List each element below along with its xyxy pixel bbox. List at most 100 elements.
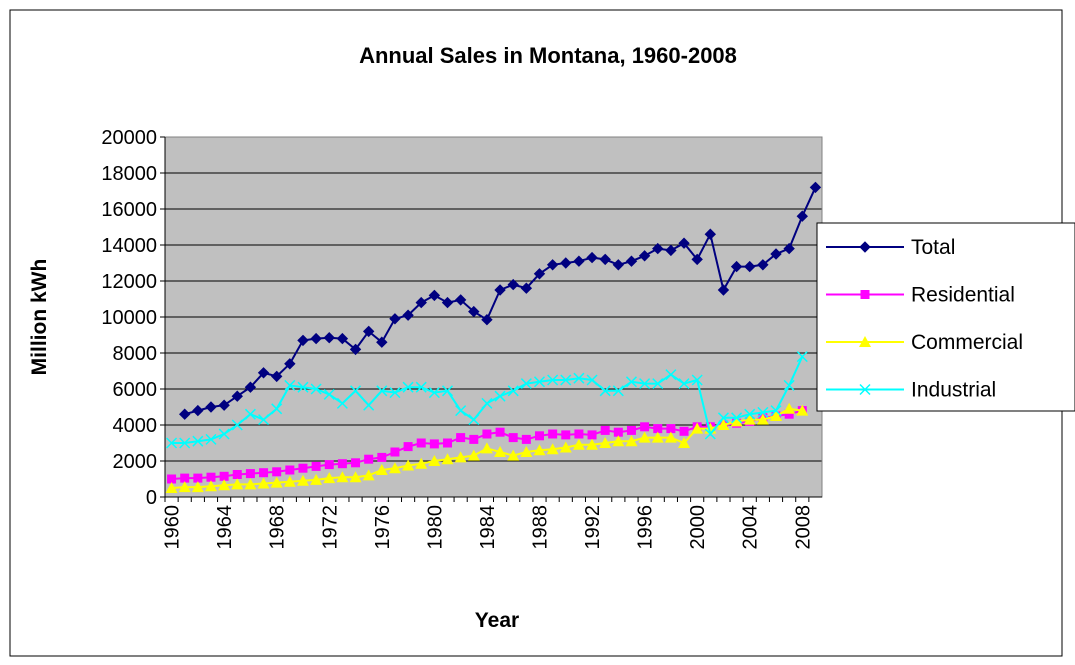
marker bbox=[572, 438, 585, 450]
y-tick-label: 8000 bbox=[113, 343, 158, 365]
marker bbox=[285, 465, 295, 475]
chart-title: Annual Sales in Montana, 1960-2008 bbox=[359, 43, 737, 68]
marker bbox=[389, 313, 401, 325]
marker bbox=[599, 385, 611, 397]
legend-label: Total bbox=[911, 236, 955, 259]
marker bbox=[704, 228, 717, 240]
marker bbox=[218, 428, 230, 440]
marker bbox=[651, 431, 664, 443]
marker bbox=[770, 248, 782, 260]
marker bbox=[665, 369, 677, 381]
marker bbox=[640, 422, 650, 432]
marker bbox=[744, 408, 756, 420]
marker bbox=[612, 435, 625, 447]
marker bbox=[784, 409, 794, 419]
y-tick-label: 10000 bbox=[101, 307, 157, 329]
marker bbox=[205, 401, 217, 413]
marker bbox=[231, 419, 243, 431]
marker bbox=[625, 435, 638, 447]
marker bbox=[783, 402, 796, 414]
y-tick-label: 0 bbox=[146, 487, 157, 509]
marker bbox=[166, 437, 178, 449]
x-tick-label: 1980 bbox=[424, 505, 446, 550]
marker bbox=[533, 268, 546, 280]
marker bbox=[508, 433, 518, 443]
marker bbox=[349, 471, 362, 483]
marker bbox=[231, 478, 244, 490]
x-tick-label: 1988 bbox=[529, 505, 551, 550]
marker bbox=[376, 336, 388, 348]
x-tick-label: 1964 bbox=[214, 505, 236, 550]
marker bbox=[731, 412, 743, 424]
legend-label: Residential bbox=[911, 284, 1015, 307]
marker bbox=[796, 351, 808, 363]
marker bbox=[389, 387, 401, 399]
marker bbox=[638, 431, 651, 443]
marker bbox=[377, 452, 387, 462]
x-tick-label: 1960 bbox=[162, 505, 184, 550]
marker bbox=[717, 419, 730, 430]
marker bbox=[587, 430, 597, 440]
marker bbox=[284, 358, 296, 370]
y-tick-label: 16000 bbox=[101, 199, 157, 221]
marker bbox=[454, 294, 467, 306]
marker bbox=[546, 259, 559, 271]
marker bbox=[546, 443, 559, 455]
marker bbox=[441, 453, 454, 465]
marker bbox=[586, 251, 598, 264]
marker bbox=[193, 473, 203, 483]
marker bbox=[403, 442, 413, 452]
marker bbox=[270, 370, 283, 383]
marker bbox=[364, 454, 374, 464]
marker bbox=[533, 444, 546, 456]
y-tick-label: 2000 bbox=[113, 451, 158, 473]
marker bbox=[743, 413, 756, 425]
x-tick-label: 1968 bbox=[267, 505, 289, 550]
legend-label: Commercial bbox=[911, 331, 1023, 354]
marker bbox=[362, 325, 375, 338]
marker bbox=[691, 253, 703, 266]
marker bbox=[468, 305, 480, 318]
marker bbox=[482, 429, 492, 439]
marker bbox=[521, 434, 531, 444]
marker bbox=[323, 472, 336, 484]
marker bbox=[625, 376, 638, 388]
marker bbox=[783, 379, 795, 391]
marker bbox=[770, 410, 783, 421]
marker bbox=[310, 473, 323, 485]
marker bbox=[560, 374, 572, 386]
marker bbox=[179, 437, 191, 449]
x-tick-label: 1996 bbox=[635, 505, 657, 550]
marker bbox=[678, 378, 690, 390]
marker bbox=[336, 471, 349, 483]
marker bbox=[730, 260, 743, 273]
marker bbox=[599, 437, 612, 448]
x-axis-title: Year bbox=[475, 609, 519, 632]
marker bbox=[573, 372, 585, 384]
marker bbox=[638, 250, 651, 262]
marker bbox=[704, 428, 716, 440]
marker bbox=[507, 449, 520, 461]
marker bbox=[310, 332, 322, 345]
marker bbox=[494, 284, 506, 296]
marker bbox=[191, 481, 204, 493]
marker bbox=[717, 412, 729, 424]
marker bbox=[441, 385, 454, 397]
marker bbox=[757, 259, 769, 271]
y-tick-label: 4000 bbox=[113, 415, 158, 437]
marker bbox=[271, 403, 283, 415]
legend-items: Total Residential Commercial Industrial bbox=[826, 236, 1023, 402]
y-tick-label: 14000 bbox=[101, 235, 157, 257]
marker bbox=[666, 424, 676, 434]
marker bbox=[730, 415, 743, 427]
y-axis-title: Million kWh bbox=[28, 259, 51, 376]
x-tick-label: 2000 bbox=[687, 505, 709, 550]
marker bbox=[744, 260, 756, 273]
marker bbox=[809, 181, 822, 194]
marker bbox=[204, 480, 217, 492]
marker bbox=[599, 253, 611, 266]
marker bbox=[257, 477, 270, 489]
marker bbox=[533, 376, 546, 388]
marker bbox=[456, 433, 466, 443]
marker bbox=[561, 430, 571, 440]
